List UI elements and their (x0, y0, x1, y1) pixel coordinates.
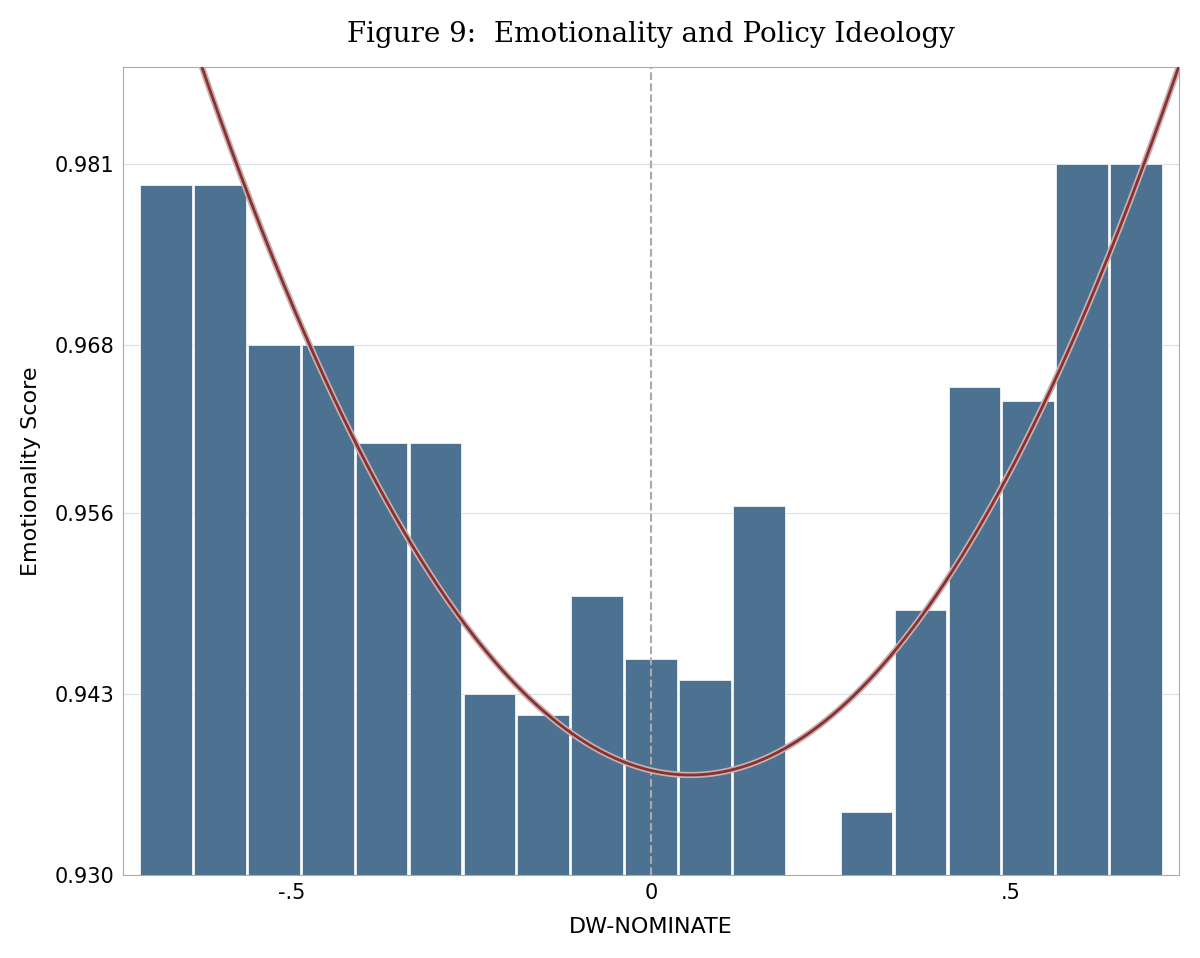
Bar (355, 443, 408, 875)
Y-axis label: Emotionality Score: Emotionality Score (20, 366, 41, 576)
X-axis label: DW-NOMINATE: DW-NOMINATE (569, 917, 733, 937)
Bar (1110, 165, 1162, 875)
Bar (1056, 165, 1108, 875)
Bar (571, 596, 623, 875)
Bar (733, 506, 785, 875)
Bar (194, 185, 246, 875)
Bar (895, 610, 947, 875)
Bar (625, 659, 677, 875)
Bar (679, 680, 731, 875)
Bar (1002, 401, 1054, 875)
Title: Figure 9:  Emotionality and Policy Ideology: Figure 9: Emotionality and Policy Ideolo… (347, 21, 955, 48)
Bar (140, 185, 192, 875)
Bar (517, 715, 569, 875)
Bar (948, 387, 1001, 875)
Bar (302, 346, 354, 875)
Bar (463, 694, 515, 875)
Bar (248, 346, 300, 875)
Bar (409, 443, 461, 875)
Bar (841, 812, 893, 875)
